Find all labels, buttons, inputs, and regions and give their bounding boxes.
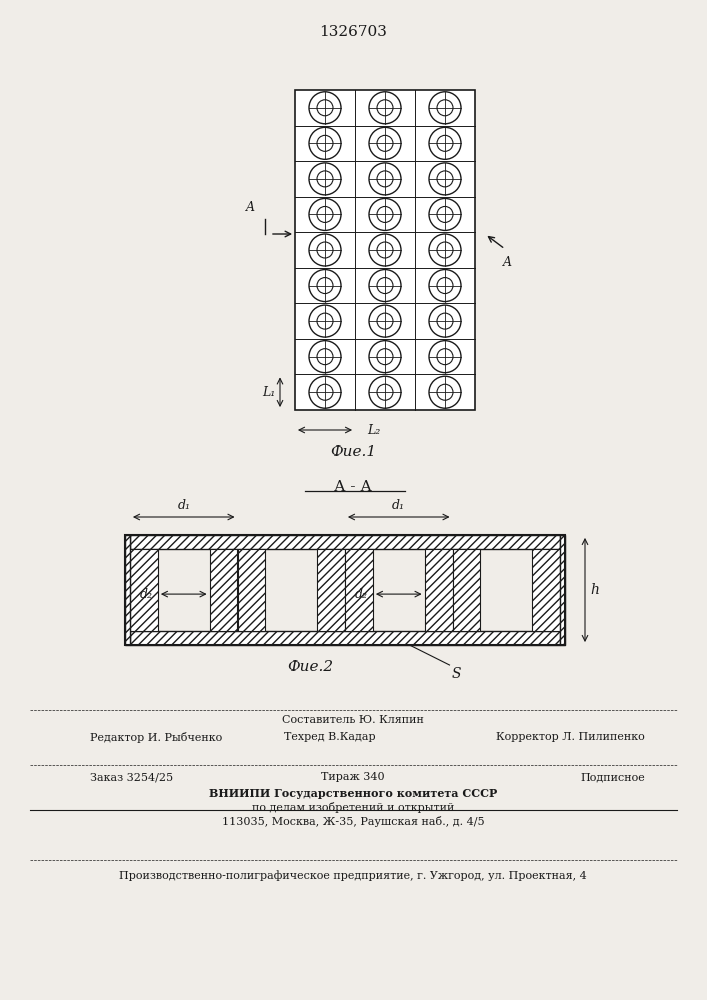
Text: Редактор И. Рыбченко: Редактор И. Рыбченко xyxy=(90,732,222,743)
Bar xyxy=(125,535,565,645)
Bar xyxy=(317,549,345,631)
Text: A: A xyxy=(245,201,255,214)
Text: L₁: L₁ xyxy=(262,386,275,399)
Text: Подписное: Подписное xyxy=(580,772,645,782)
Text: S: S xyxy=(452,667,461,681)
Text: d₁: d₁ xyxy=(392,499,405,512)
Text: 113035, Москва, Ж-35, Раушская наб., д. 4/5: 113035, Москва, Ж-35, Раушская наб., д. … xyxy=(222,816,484,827)
Bar xyxy=(345,549,373,631)
Text: Корректор Л. Пилипенко: Корректор Л. Пилипенко xyxy=(496,732,644,742)
Bar xyxy=(295,90,475,410)
Text: А - А: А - А xyxy=(334,480,372,494)
Bar xyxy=(130,549,158,631)
Text: A: A xyxy=(503,256,511,269)
Bar xyxy=(209,549,238,631)
Bar xyxy=(452,549,481,631)
Text: ВНИИПИ Государственного комитета СССР: ВНИИПИ Государственного комитета СССР xyxy=(209,788,497,799)
Text: 1326703: 1326703 xyxy=(319,25,387,39)
Bar xyxy=(560,535,565,645)
Text: h: h xyxy=(590,583,599,597)
Bar xyxy=(238,549,265,631)
Text: Производственно-полиграфическое предприятие, г. Ужгород, ул. Проектная, 4: Производственно-полиграфическое предприя… xyxy=(119,870,587,881)
Bar xyxy=(532,549,560,631)
Text: Фие.2: Фие.2 xyxy=(287,660,333,674)
Text: d₂: d₂ xyxy=(140,588,153,601)
Text: по делам изобретений и открытий: по делам изобретений и открытий xyxy=(252,802,454,813)
Text: Заказ 3254/25: Заказ 3254/25 xyxy=(90,772,173,782)
Text: d₂: d₂ xyxy=(355,588,368,601)
Bar xyxy=(130,535,560,549)
Text: Фие.1: Фие.1 xyxy=(330,445,376,459)
Text: Тираж 340: Тираж 340 xyxy=(321,772,385,782)
Bar xyxy=(424,549,452,631)
Text: Техред В.Кадар: Техред В.Кадар xyxy=(284,732,376,742)
Text: d₁: d₁ xyxy=(177,499,190,512)
Text: Составитель Ю. Кляпин: Составитель Ю. Кляпин xyxy=(282,715,424,725)
Bar xyxy=(130,631,560,645)
Text: L₂: L₂ xyxy=(367,424,380,436)
Bar xyxy=(125,535,130,645)
